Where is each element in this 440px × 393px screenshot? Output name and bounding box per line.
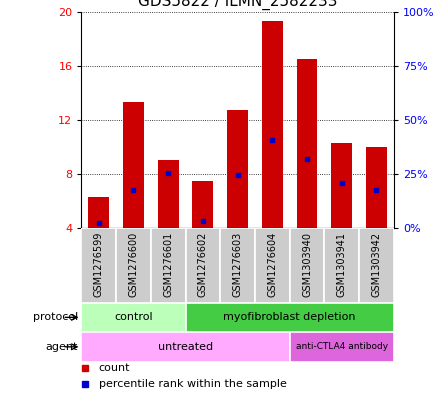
Bar: [192, 181, 213, 228]
Bar: [297, 59, 317, 228]
Bar: [151, 228, 186, 303]
Bar: [186, 303, 394, 332]
Bar: [290, 332, 394, 362]
Bar: [331, 143, 352, 228]
Bar: [359, 228, 394, 303]
Text: GSM1276601: GSM1276601: [163, 231, 173, 297]
Bar: [81, 332, 290, 362]
Bar: [220, 228, 255, 303]
Bar: [255, 228, 290, 303]
Title: GDS5822 / ILMN_2582233: GDS5822 / ILMN_2582233: [138, 0, 337, 11]
Bar: [88, 197, 109, 228]
Bar: [262, 21, 283, 228]
Text: GSM1303941: GSM1303941: [337, 231, 347, 297]
Bar: [81, 228, 116, 303]
Bar: [158, 160, 179, 228]
Text: count: count: [99, 364, 130, 373]
Bar: [324, 228, 359, 303]
Text: myofibroblast depletion: myofibroblast depletion: [224, 312, 356, 322]
Bar: [123, 102, 144, 228]
Text: protocol: protocol: [33, 312, 78, 322]
Text: GSM1303942: GSM1303942: [371, 231, 381, 297]
Bar: [227, 110, 248, 228]
Text: percentile rank within the sample: percentile rank within the sample: [99, 378, 286, 389]
Text: GSM1303940: GSM1303940: [302, 231, 312, 297]
Bar: [116, 228, 151, 303]
Bar: [186, 228, 220, 303]
Text: GSM1276599: GSM1276599: [94, 231, 104, 297]
Text: anti-CTLA4 antibody: anti-CTLA4 antibody: [296, 342, 388, 351]
Text: control: control: [114, 312, 153, 322]
Bar: [81, 303, 186, 332]
Text: GSM1276602: GSM1276602: [198, 231, 208, 297]
Bar: [366, 147, 387, 228]
Text: GSM1276604: GSM1276604: [268, 231, 277, 297]
Text: GSM1276603: GSM1276603: [233, 231, 242, 297]
Bar: [290, 228, 324, 303]
Text: agent: agent: [46, 342, 78, 352]
Text: untreated: untreated: [158, 342, 213, 352]
Text: GSM1276600: GSM1276600: [128, 231, 139, 297]
